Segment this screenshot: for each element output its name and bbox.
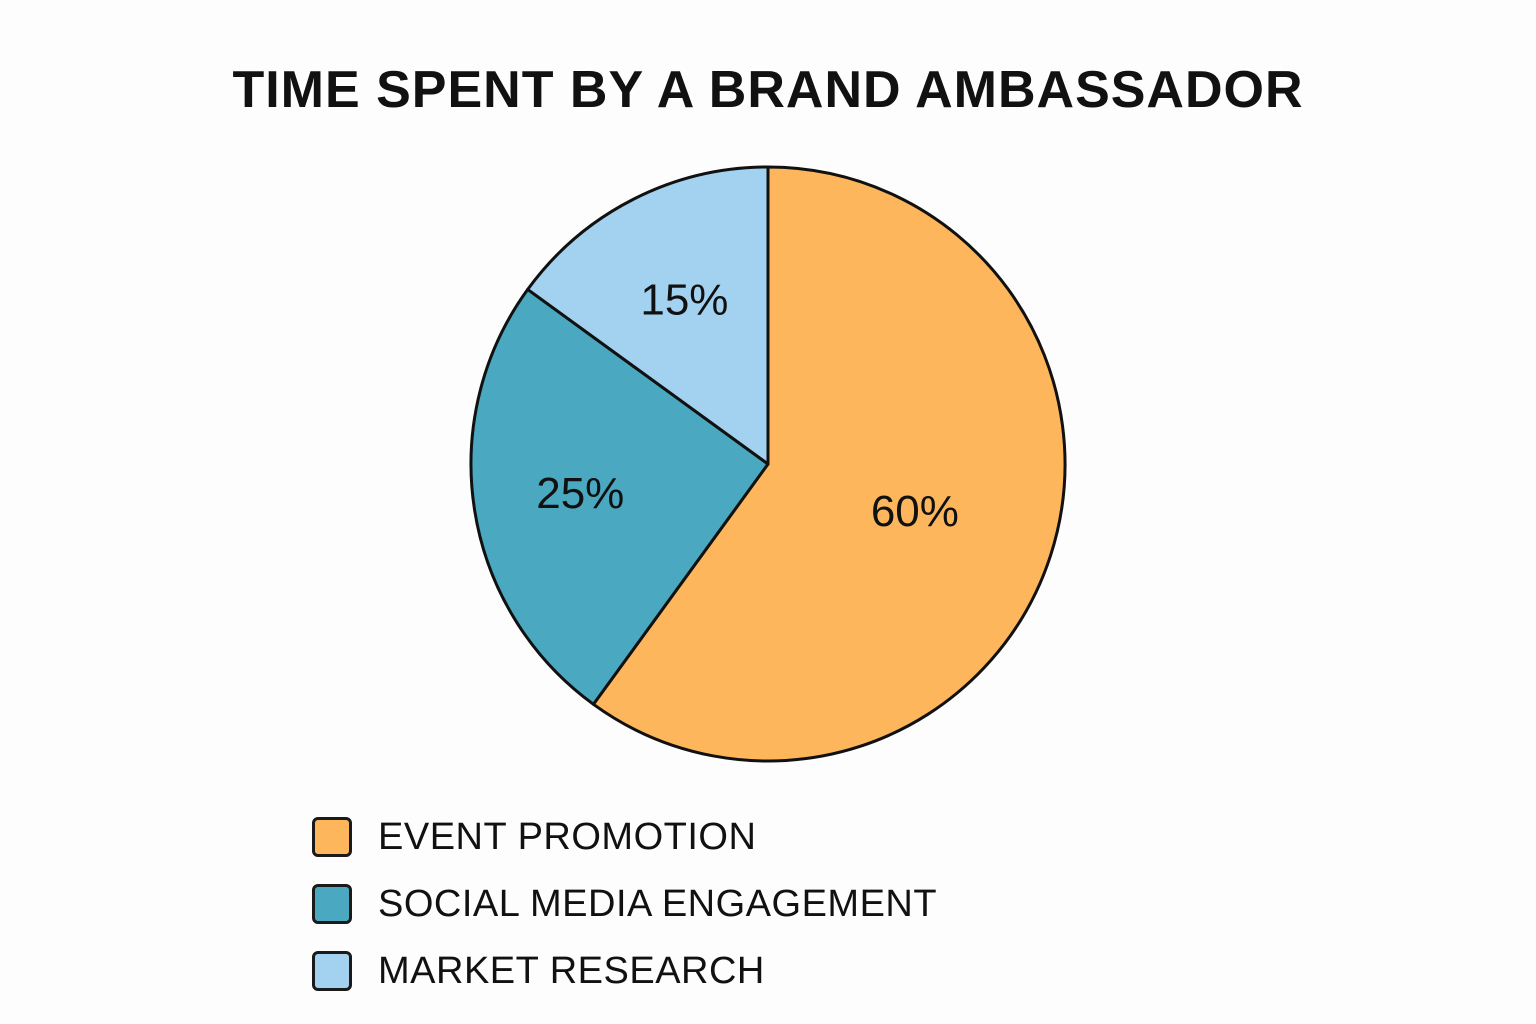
chart-legend: EVENT PROMOTION SOCIAL MEDIA ENGAGEMENT … [312, 815, 937, 1016]
legend-swatch [312, 951, 352, 991]
pie-slice-market-research [526, 165, 770, 466]
pie-slice-event-promotion [591, 165, 1067, 763]
pie-slice-social-media-engagement [469, 287, 770, 706]
legend-swatch [312, 817, 352, 857]
legend-label: SOCIAL MEDIA ENGAGEMENT [378, 882, 938, 925]
legend-label: EVENT PROMOTION [378, 815, 757, 858]
chart-title: TIME SPENT BY A BRAND AMBASSADOR [232, 61, 1304, 119]
legend-item-market-research: MARKET RESEARCH [312, 949, 937, 993]
legend-label: MARKET RESEARCH [378, 949, 765, 992]
legend-item-social-media-engagement: SOCIAL MEDIA ENGAGEMENT [312, 882, 937, 926]
slice-data-label: 60% [871, 487, 959, 536]
slice-data-label: 15% [640, 275, 728, 324]
slice-data-label: 25% [536, 469, 624, 518]
legend-item-event-promotion: EVENT PROMOTION [312, 815, 937, 859]
legend-swatch [312, 884, 352, 924]
